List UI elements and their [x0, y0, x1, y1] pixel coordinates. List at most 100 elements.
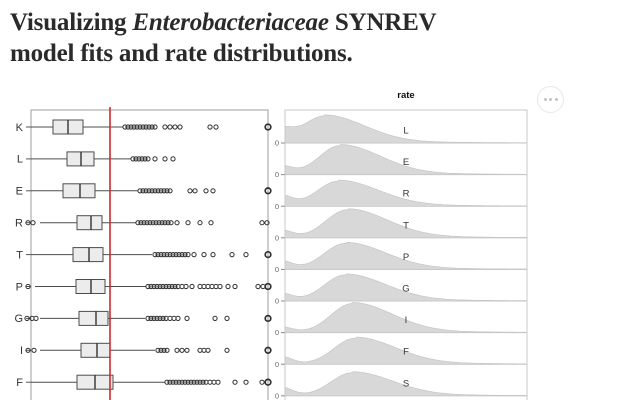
outlier-point	[215, 379, 221, 385]
ridge-row-label: E	[403, 157, 409, 168]
edge-outlier-point	[264, 282, 272, 291]
zero-tick-label: 0	[275, 328, 279, 337]
outlier-point	[144, 220, 150, 226]
outlier-point	[148, 283, 154, 290]
boxplot-row-I: I	[20, 342, 272, 358]
outlier-point	[162, 124, 168, 130]
boxplot-row-F: F	[16, 374, 272, 390]
outlier-point	[205, 347, 211, 353]
outlier-point	[200, 379, 206, 385]
category-label: G	[14, 313, 23, 325]
iqr-box	[72, 247, 104, 263]
edge-outlier-point	[264, 314, 272, 323]
more-options-button[interactable]	[537, 86, 564, 113]
outlier-point	[164, 379, 170, 385]
ridge-row-F: 0F	[275, 336, 528, 369]
outlier-point	[167, 252, 173, 258]
outlier-point	[179, 379, 185, 385]
outlier-point	[30, 220, 36, 226]
ridge-row-L: 0L	[275, 114, 528, 148]
density-curve	[284, 241, 528, 270]
outlier-point	[191, 252, 197, 258]
density-curve	[284, 371, 528, 397]
edge-outlier-point	[264, 378, 272, 386]
density-curve	[284, 273, 528, 302]
outlier-point	[203, 188, 209, 194]
outlier-point	[167, 124, 173, 130]
outlier-point	[31, 347, 37, 353]
outlier-point	[188, 379, 194, 385]
density-curve	[284, 144, 528, 175]
title-suffix: SYNREV model fits and rate distributions…	[10, 9, 436, 67]
ellipsis-icon	[549, 98, 552, 101]
outlier-point	[151, 283, 157, 290]
outlier-point	[163, 283, 169, 290]
category-label: R	[15, 218, 23, 230]
outlier-point	[140, 124, 146, 130]
outlier-point	[194, 379, 200, 385]
outlier-point	[136, 156, 142, 162]
title-prefix: Visualizing	[10, 9, 133, 36]
outlier-point	[150, 220, 156, 226]
outlier-point	[169, 283, 175, 290]
ridge-row-G: 0G	[275, 273, 528, 306]
outlier-point	[170, 379, 176, 385]
zero-tick-label: 0	[275, 297, 279, 306]
outlier-point	[170, 252, 176, 258]
edge-outlier-point	[264, 123, 272, 131]
outlier-point	[201, 252, 207, 258]
density-curve	[284, 208, 528, 239]
outlier-point	[176, 379, 182, 385]
outlier-point	[225, 283, 231, 290]
ellipsis-icon	[554, 98, 558, 101]
outlier-point	[213, 124, 219, 130]
outlier-point	[224, 347, 230, 353]
outlier-point	[210, 252, 216, 258]
outlier-point	[162, 220, 168, 226]
outlier-point	[165, 220, 171, 226]
outlier-point	[152, 252, 158, 258]
outlier-point	[172, 124, 178, 130]
title-italic-genus: Enterobacteriaceae	[132, 9, 329, 36]
iqr-box	[62, 183, 96, 199]
outlier-point	[154, 315, 160, 321]
outlier-point	[145, 315, 151, 321]
outlier-point	[192, 188, 198, 194]
boxplot-row-G: G	[14, 310, 272, 326]
zero-tick-label: 0	[275, 202, 279, 211]
outlier-point	[217, 283, 223, 290]
outlier-point	[25, 347, 31, 353]
ridge-row-R: 0R	[275, 179, 528, 211]
boxplot-row-L: L	[17, 151, 176, 167]
outlier-point	[259, 379, 265, 385]
outlier-point	[152, 188, 158, 194]
outlier-point	[141, 220, 147, 226]
outlier-point	[174, 220, 180, 226]
outlier-point	[164, 347, 170, 353]
outlier-point	[232, 283, 238, 290]
outlier-point	[255, 283, 261, 290]
outlier-point	[25, 220, 31, 226]
outlier-point	[155, 252, 161, 258]
outlier-point	[161, 188, 167, 194]
outlier-point	[148, 315, 154, 321]
ridgeline-axis-title: rate	[397, 90, 415, 101]
outlier-point	[33, 315, 39, 321]
outlier-point	[185, 379, 191, 385]
outlier-point	[151, 315, 157, 321]
outlier-point	[175, 315, 181, 321]
outlier-point	[134, 124, 140, 130]
category-label: T	[16, 249, 23, 261]
outlier-point	[139, 156, 145, 162]
boxplot-row-K: K	[16, 119, 272, 135]
boxplot-plot-border	[30, 109, 269, 400]
outlier-point	[208, 220, 214, 226]
outlier-point	[212, 315, 218, 321]
outlier-point	[182, 252, 188, 258]
outlier-point	[229, 252, 235, 258]
outlier-point	[187, 188, 193, 194]
outlier-point	[155, 347, 161, 353]
category-label: K	[16, 122, 24, 134]
boxplot-row-R: R	[15, 215, 270, 231]
